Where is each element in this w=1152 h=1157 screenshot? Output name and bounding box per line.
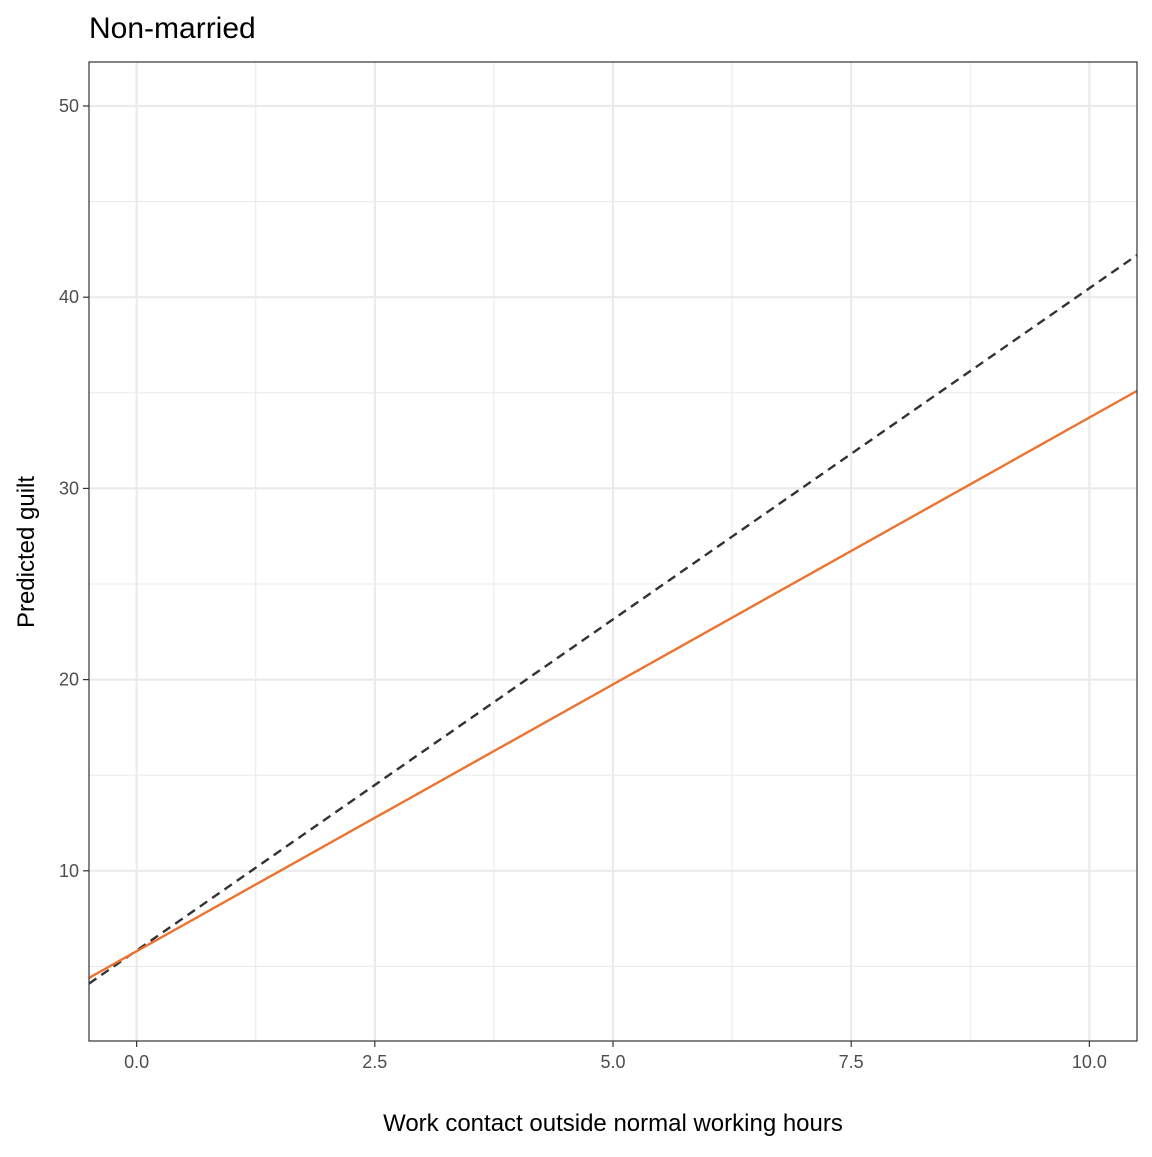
y-tick-label: 50 [59,96,79,116]
y-tick-label: 10 [59,861,79,881]
chart-title: Non-married [89,12,256,45]
y-axis-title: Predicted guilt [13,476,40,628]
y-tick-label: 30 [59,478,79,498]
x-axis-title: Work contact outside normal working hour… [383,1110,843,1137]
x-tick-label: 2.5 [362,1052,387,1072]
axes: 0.0 2.5 5.0 7.5 10.0 10 20 30 40 50 [59,96,1107,1072]
y-tick-label: 40 [59,287,79,307]
x-tick-label: 7.5 [839,1052,864,1072]
x-tick-label: 0.0 [124,1052,149,1072]
series-line-solid [88,389,1138,979]
y-tick-label: 20 [59,670,79,690]
series-line-dashed [88,254,1138,985]
series-layer [88,254,1138,985]
x-tick-label: 10.0 [1072,1052,1107,1072]
x-tick-label: 5.0 [600,1052,625,1072]
